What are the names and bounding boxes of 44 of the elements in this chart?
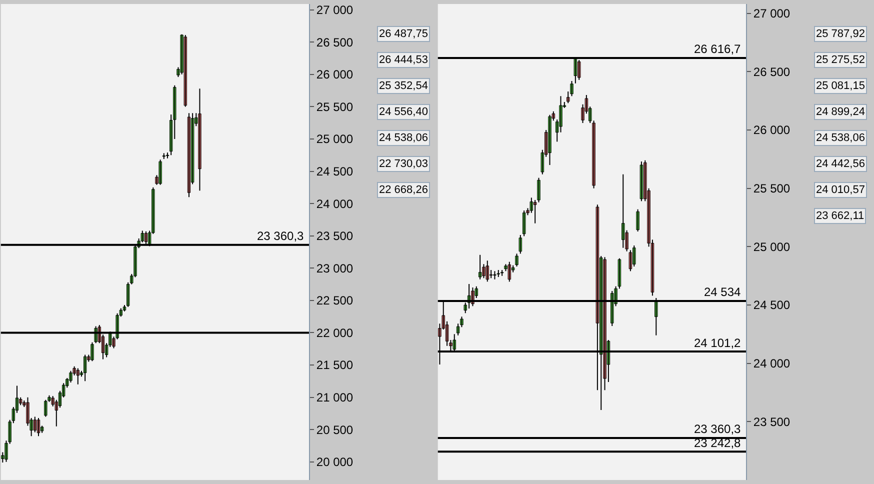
y-tick-label: 24 500 <box>753 298 790 312</box>
y-tick-label: 21 500 <box>316 358 354 372</box>
text: 25 081,15 <box>816 80 865 92</box>
candlestick <box>496 270 500 278</box>
text: 23 662,11 <box>816 210 864 222</box>
y-tick-label: 24 000 <box>753 356 790 371</box>
y-tick-label: 23 500 <box>316 229 354 244</box>
text: 22 730,03 <box>379 158 428 170</box>
y-tick-label: 25 500 <box>316 100 354 114</box>
y-tick-label: 27 000 <box>316 3 354 18</box>
ref-line-label: 24 534 <box>704 285 742 299</box>
y-tick-label: 23 000 <box>316 261 354 276</box>
y-tick-label: 20 000 <box>316 455 354 470</box>
text: 22 668,26 <box>379 184 428 196</box>
text: 25 275,52 <box>816 54 865 66</box>
y-tick-label: 25 000 <box>316 132 354 146</box>
y-tick-label: 26 500 <box>316 35 354 50</box>
ref-line-label: 23 360,3 <box>694 422 742 436</box>
y-tick-label: 22 000 <box>316 326 354 340</box>
y-tick-label: 25 000 <box>753 240 790 254</box>
y-tick-label: 21 000 <box>316 390 354 405</box>
text: 24 442,56 <box>816 158 865 170</box>
y-tick-label: 22 500 <box>316 294 354 308</box>
text: 24 010,57 <box>816 184 865 196</box>
text: 26 487,75 <box>379 28 428 40</box>
text: 25 352,54 <box>379 80 428 92</box>
y-tick-label: 20 500 <box>316 422 354 437</box>
ref-line-label: 24 101,2 <box>694 336 742 350</box>
text: 26 444,53 <box>379 54 428 66</box>
y-tick-label: 26 500 <box>753 64 790 79</box>
text: 24 899,24 <box>816 106 865 118</box>
ref-line-label: 23 360,3 <box>257 229 304 243</box>
text: 24 556,40 <box>379 106 428 118</box>
y-tick-label: 26 000 <box>753 123 790 138</box>
y-tick-label: 26 000 <box>316 68 354 82</box>
text: 24 538,06 <box>379 132 428 144</box>
y-tick-label: 24 500 <box>316 164 354 178</box>
ref-line-label: 26 616,7 <box>694 42 742 56</box>
y-tick-label: 27 000 <box>753 6 790 21</box>
y-tick-label: 25 500 <box>753 182 790 196</box>
y-tick-label: 24 000 <box>316 196 354 211</box>
y-tick-label: 23 500 <box>753 414 790 429</box>
text: 25 787,92 <box>816 28 865 40</box>
text: 24 538,06 <box>816 132 865 144</box>
